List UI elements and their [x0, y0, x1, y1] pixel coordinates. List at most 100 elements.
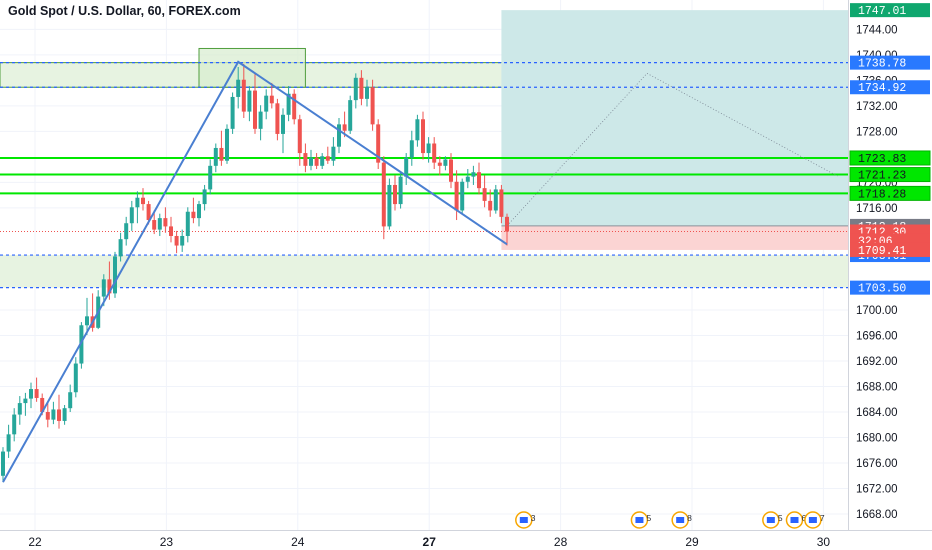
candle[interactable] [292, 89, 297, 125]
candle[interactable] [365, 79, 369, 107]
level-badge[interactable]: 1721.23 [849, 167, 931, 183]
candle[interactable] [264, 89, 269, 120]
candle[interactable] [314, 153, 319, 170]
candle[interactable] [493, 184, 498, 214]
event-marker[interactable]: 7 [804, 511, 825, 529]
horizontal-levels[interactable] [0, 62, 848, 289]
candle[interactable] [471, 165, 476, 185]
event-marker[interactable]: 5 [630, 511, 651, 529]
candle[interactable] [353, 73, 358, 109]
economic-events[interactable]: 3 5 8 5 6 7 [515, 511, 825, 529]
event-marker[interactable]: 8 [671, 511, 692, 529]
candle[interactable] [185, 207, 190, 243]
candle[interactable] [409, 130, 414, 166]
projection-path[interactable] [506, 72, 838, 227]
price-axis[interactable]: 1668.00 1672.00 1676.00 1680.00 1684.00 1688.… [848, 0, 932, 550]
candle[interactable] [135, 191, 140, 224]
candle[interactable] [247, 86, 252, 122]
candle[interactable] [141, 188, 145, 211]
price-badge[interactable]: 1747.01 [850, 3, 930, 18]
candle[interactable] [370, 79, 375, 131]
candle[interactable] [157, 213, 162, 236]
candle[interactable] [6, 424, 11, 458]
candle[interactable] [286, 86, 291, 122]
candle[interactable] [12, 408, 17, 442]
candle[interactable] [85, 297, 89, 335]
candle[interactable] [404, 153, 409, 185]
candle[interactable] [482, 175, 487, 208]
candle[interactable] [337, 117, 341, 154]
candle[interactable] [376, 119, 381, 170]
level-badge[interactable]: 1723.83 [849, 150, 931, 166]
event-marker[interactable]: 3 [515, 511, 536, 529]
dotted-level-badge[interactable]: 1703.50 [850, 280, 930, 296]
position-target-area[interactable] [501, 10, 848, 226]
candle[interactable] [208, 159, 213, 195]
candle[interactable] [303, 143, 308, 173]
candle[interactable] [460, 178, 465, 214]
level-badge[interactable]: 1718.28 [849, 185, 931, 201]
candle[interactable] [415, 114, 420, 147]
candle[interactable] [505, 213, 509, 246]
candle[interactable] [62, 404, 67, 425]
candle[interactable] [213, 143, 218, 173]
candle[interactable] [191, 197, 196, 224]
candle[interactable] [449, 153, 453, 189]
candle[interactable] [236, 66, 241, 109]
time-axis[interactable]: 22 23 24 27 28 29 30 [0, 530, 932, 550]
candle[interactable] [437, 156, 442, 176]
candle[interactable] [113, 251, 117, 298]
candle[interactable] [118, 232, 123, 262]
candle[interactable] [309, 149, 313, 171]
peak-rectangle[interactable] [198, 47, 306, 88]
candle[interactable] [443, 156, 448, 171]
candle[interactable] [381, 156, 386, 240]
candle[interactable] [275, 98, 280, 141]
candle[interactable] [421, 111, 425, 160]
candle[interactable] [477, 162, 481, 195]
candle[interactable] [73, 357, 78, 398]
candle[interactable] [129, 200, 134, 231]
candle[interactable] [253, 73, 257, 134]
candlestick-series[interactable] [1, 63, 509, 483]
candle[interactable] [488, 189, 493, 217]
long-position-tool[interactable] [0, 10, 848, 250]
candle[interactable] [169, 216, 173, 243]
candle[interactable] [180, 229, 185, 252]
candle[interactable] [393, 175, 397, 211]
candle[interactable] [219, 130, 224, 166]
candle[interactable] [348, 95, 353, 134]
candle[interactable] [230, 92, 235, 134]
candle[interactable] [202, 184, 207, 211]
candle[interactable] [325, 146, 330, 164]
candle[interactable] [499, 184, 504, 224]
drawing-tools[interactable] [2, 60, 838, 483]
candle[interactable] [1, 447, 5, 483]
candle[interactable] [51, 401, 56, 425]
zigzag-pattern-line[interactable] [2, 60, 508, 483]
candle[interactable] [454, 170, 459, 221]
position-stop-area[interactable] [501, 225, 848, 250]
candle[interactable] [269, 82, 274, 109]
candle[interactable] [432, 137, 437, 170]
candle[interactable] [398, 172, 403, 209]
candle[interactable] [281, 108, 285, 154]
candle[interactable] [57, 394, 61, 429]
zone-rect[interactable] [0, 255, 849, 288]
candle[interactable] [163, 207, 168, 233]
candle[interactable] [17, 396, 22, 425]
candle[interactable] [297, 114, 302, 166]
price-badge[interactable]: 1709.41 [850, 242, 930, 258]
candle[interactable] [124, 216, 129, 246]
dotted-level-badge[interactable]: 1734.92 [850, 80, 930, 95]
candle[interactable] [174, 230, 179, 254]
candle[interactable] [320, 153, 325, 170]
candle[interactable] [241, 63, 246, 118]
candle[interactable] [465, 169, 470, 189]
candle[interactable] [79, 322, 84, 369]
dotted-level-badge[interactable]: 1738.78 [850, 55, 930, 71]
candle[interactable] [34, 377, 39, 402]
candle[interactable] [68, 384, 73, 413]
